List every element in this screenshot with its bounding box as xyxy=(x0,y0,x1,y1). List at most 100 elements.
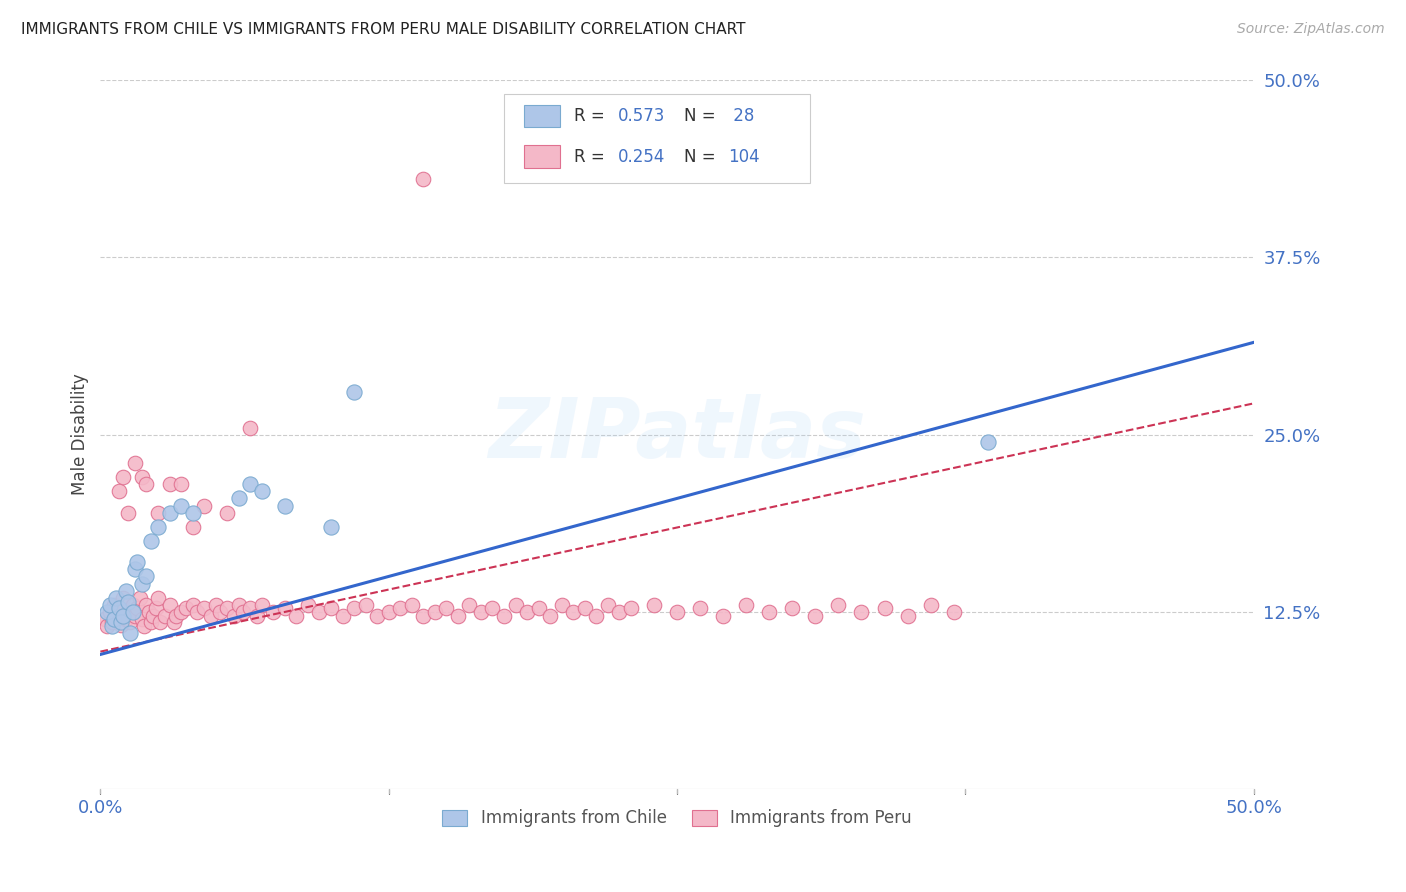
Point xyxy=(114,612,136,626)
Point xyxy=(447,609,470,624)
Point xyxy=(377,605,399,619)
Point xyxy=(163,615,186,629)
Point xyxy=(159,506,181,520)
FancyBboxPatch shape xyxy=(523,145,561,169)
Point xyxy=(665,605,688,619)
Point xyxy=(232,605,254,619)
Point xyxy=(827,598,849,612)
Point xyxy=(851,605,873,619)
Point xyxy=(127,600,149,615)
Point xyxy=(274,499,297,513)
Point xyxy=(470,605,492,619)
Point xyxy=(977,434,1000,449)
Point xyxy=(146,520,169,534)
Point xyxy=(139,533,162,548)
Point xyxy=(124,609,146,624)
Point xyxy=(389,600,412,615)
Point xyxy=(550,598,572,612)
Text: N =: N = xyxy=(683,107,721,125)
Point xyxy=(120,626,142,640)
Point xyxy=(804,609,827,624)
Text: 28: 28 xyxy=(728,107,754,125)
Point xyxy=(181,506,204,520)
Text: ZIPatlas: ZIPatlas xyxy=(488,394,866,475)
Text: IMMIGRANTS FROM CHILE VS IMMIGRANTS FROM PERU MALE DISABILITY CORRELATION CHART: IMMIGRANTS FROM CHILE VS IMMIGRANTS FROM… xyxy=(21,22,745,37)
Point xyxy=(149,615,172,629)
Point xyxy=(250,598,273,612)
Point xyxy=(159,477,181,491)
Point xyxy=(200,609,222,624)
Point xyxy=(107,600,129,615)
Point xyxy=(121,598,143,612)
Point xyxy=(135,598,157,612)
Point xyxy=(145,600,167,615)
Point xyxy=(319,520,342,534)
Text: R =: R = xyxy=(574,107,610,125)
Point xyxy=(107,600,129,615)
Point xyxy=(516,605,538,619)
Point xyxy=(527,600,550,615)
Point xyxy=(159,598,181,612)
Point xyxy=(101,619,124,633)
Point xyxy=(319,600,342,615)
Text: 0.254: 0.254 xyxy=(619,148,665,166)
Point xyxy=(217,506,239,520)
Point xyxy=(873,600,896,615)
Point xyxy=(412,172,434,186)
Point xyxy=(170,477,193,491)
Point xyxy=(110,615,132,629)
Point xyxy=(643,598,665,612)
Point xyxy=(239,600,262,615)
Text: N =: N = xyxy=(683,148,721,166)
Point xyxy=(174,600,197,615)
Legend: Immigrants from Chile, Immigrants from Peru: Immigrants from Chile, Immigrants from P… xyxy=(436,803,918,834)
Point xyxy=(105,609,128,624)
Point xyxy=(239,477,262,491)
Point xyxy=(481,600,503,615)
Point xyxy=(112,591,135,605)
Point xyxy=(101,615,124,629)
Point xyxy=(110,617,132,632)
Point xyxy=(94,612,117,626)
Point xyxy=(538,609,561,624)
Point xyxy=(170,499,193,513)
Point xyxy=(181,520,204,534)
Point xyxy=(128,591,150,605)
Point xyxy=(458,598,481,612)
Point xyxy=(181,598,204,612)
Point xyxy=(250,484,273,499)
Point xyxy=(366,609,388,624)
Point xyxy=(505,598,527,612)
Point xyxy=(121,605,143,619)
Point xyxy=(285,609,308,624)
Point xyxy=(274,600,297,615)
Point xyxy=(297,598,319,612)
Point xyxy=(782,600,804,615)
FancyBboxPatch shape xyxy=(503,95,810,183)
Point xyxy=(135,569,157,583)
Point xyxy=(585,609,607,624)
Point xyxy=(423,605,446,619)
Point xyxy=(193,600,215,615)
Point xyxy=(114,583,136,598)
Point xyxy=(117,506,139,520)
Point xyxy=(343,385,366,400)
Point xyxy=(98,605,121,619)
Point xyxy=(135,477,157,491)
Point xyxy=(124,456,146,470)
Point xyxy=(103,612,125,626)
Text: 104: 104 xyxy=(728,148,759,166)
Point xyxy=(117,605,139,619)
FancyBboxPatch shape xyxy=(523,104,561,128)
Point xyxy=(124,562,146,576)
Point xyxy=(96,605,118,619)
Point xyxy=(193,499,215,513)
Point xyxy=(134,619,156,633)
Point xyxy=(96,619,118,633)
Point xyxy=(343,600,366,615)
Point xyxy=(142,609,165,624)
Point xyxy=(228,491,250,506)
Point xyxy=(412,609,434,624)
Point xyxy=(354,598,377,612)
Point xyxy=(120,615,142,629)
